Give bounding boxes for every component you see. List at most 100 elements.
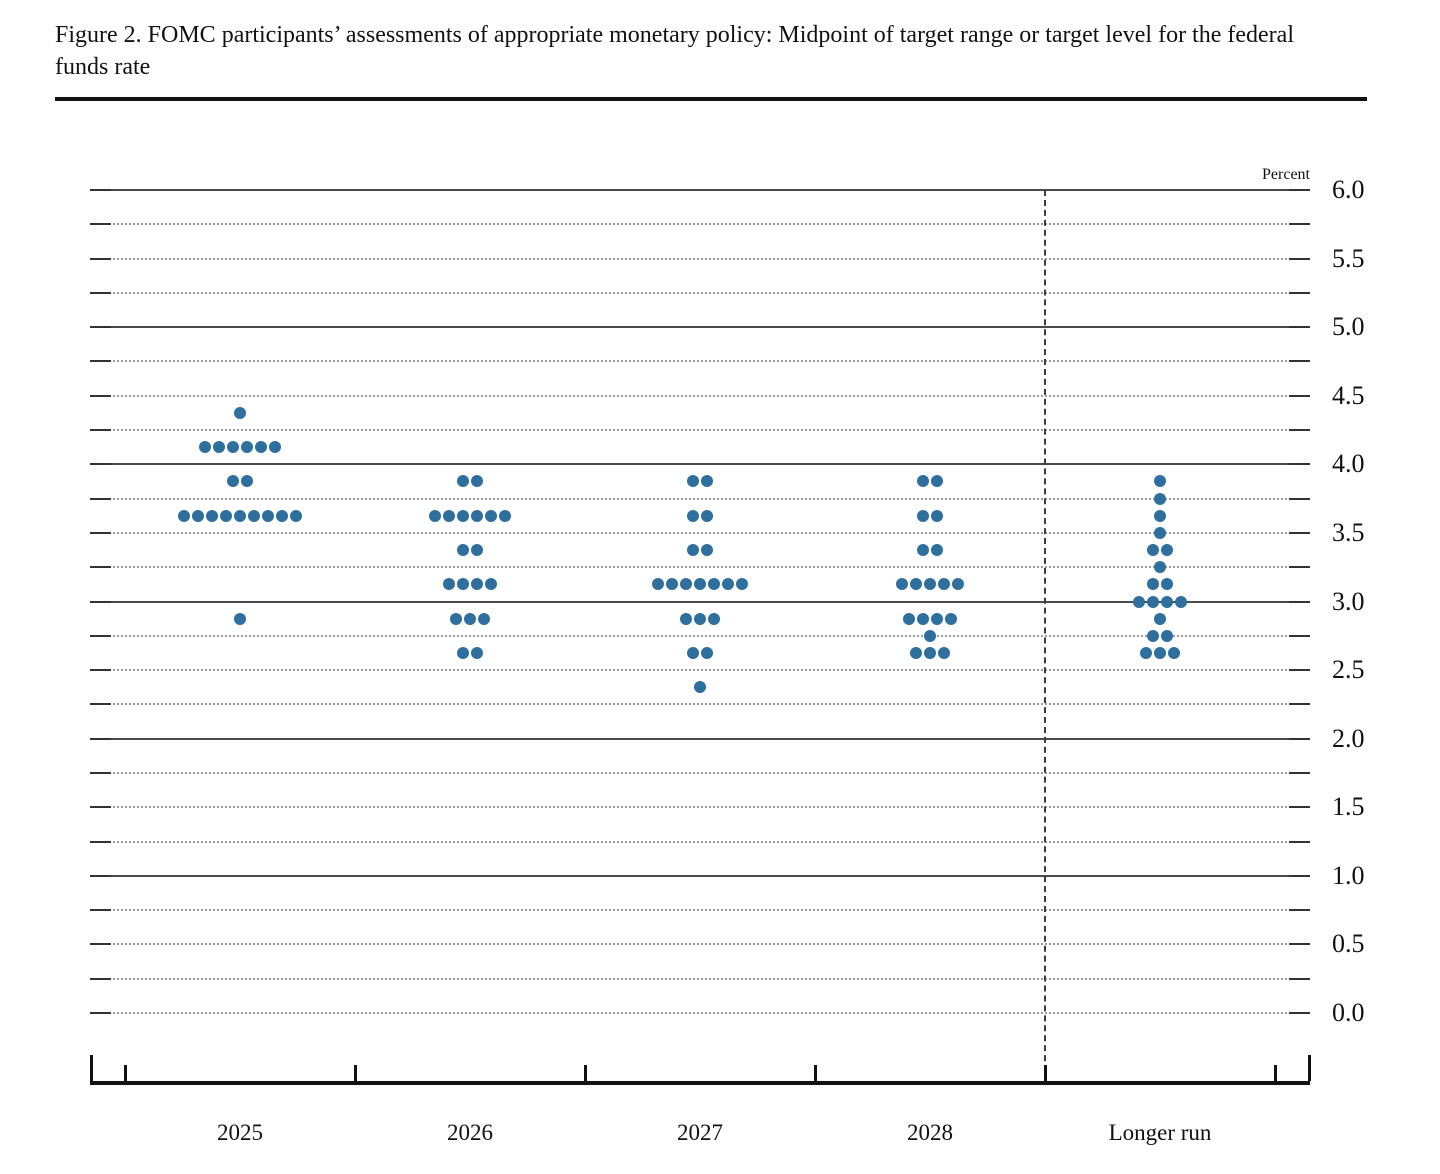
dot bbox=[924, 646, 936, 659]
dot bbox=[241, 475, 253, 488]
dot bbox=[701, 475, 713, 488]
dot bbox=[910, 578, 922, 591]
y-axis-tick-left bbox=[90, 531, 111, 534]
gridline bbox=[90, 531, 1310, 534]
y-axis-tick-left bbox=[90, 600, 111, 603]
dot bbox=[485, 509, 497, 522]
y-tick-label: 4.0 bbox=[1332, 449, 1365, 479]
y-axis-tick-right bbox=[1289, 737, 1310, 740]
y-axis-tick-right bbox=[1289, 977, 1310, 980]
dot bbox=[1175, 595, 1187, 608]
dot bbox=[708, 612, 720, 625]
dot bbox=[199, 441, 211, 454]
y-axis-tick-right bbox=[1289, 840, 1310, 843]
dot bbox=[464, 612, 476, 625]
y-axis-tick-right bbox=[1289, 600, 1310, 603]
dot bbox=[680, 578, 692, 591]
dot bbox=[220, 509, 232, 522]
dot bbox=[234, 509, 246, 522]
y-axis-tick-right bbox=[1289, 189, 1310, 191]
dot bbox=[917, 544, 929, 557]
x-axis-label-2028: 2028 bbox=[907, 1120, 953, 1145]
dot bbox=[457, 646, 469, 659]
dot bbox=[701, 646, 713, 659]
y-axis-tick-left bbox=[90, 566, 111, 569]
dot bbox=[471, 509, 483, 522]
y-axis-tick-right bbox=[1289, 497, 1310, 500]
x-axis-tick bbox=[584, 1065, 587, 1081]
y-axis-tick-left bbox=[90, 360, 111, 363]
dot bbox=[666, 578, 678, 591]
gridline bbox=[90, 429, 1310, 432]
y-axis-tick-right bbox=[1289, 771, 1310, 774]
dot bbox=[290, 509, 302, 522]
x-axis-label-2026: 2026 bbox=[447, 1120, 493, 1145]
dot bbox=[1161, 595, 1173, 608]
y-axis-tick-right bbox=[1289, 531, 1310, 534]
y-tick-label: 4.5 bbox=[1332, 380, 1365, 410]
dot bbox=[269, 441, 281, 454]
dot bbox=[457, 509, 469, 522]
dot bbox=[471, 578, 483, 591]
dot bbox=[178, 509, 190, 522]
dot bbox=[443, 509, 455, 522]
dot bbox=[917, 612, 929, 625]
dot bbox=[1147, 629, 1159, 642]
dot bbox=[499, 509, 511, 522]
x-axis-tick bbox=[814, 1065, 817, 1081]
dot bbox=[694, 612, 706, 625]
y-tick-label: 2.5 bbox=[1332, 655, 1365, 685]
x-axis-label-longer-run: Longer run bbox=[1108, 1120, 1212, 1145]
dot bbox=[471, 475, 483, 488]
dot bbox=[931, 544, 943, 557]
gridline bbox=[90, 634, 1310, 637]
gridline bbox=[90, 326, 1310, 329]
y-axis-tick-left bbox=[90, 634, 111, 637]
y-tick-label: 2.0 bbox=[1332, 723, 1365, 753]
dot bbox=[457, 578, 469, 591]
dot bbox=[687, 544, 699, 557]
dot bbox=[450, 612, 462, 625]
dot bbox=[903, 612, 915, 625]
y-tick-label: 5.5 bbox=[1332, 243, 1365, 273]
dot bbox=[687, 646, 699, 659]
y-axis-tick-right bbox=[1289, 257, 1310, 260]
dot bbox=[192, 509, 204, 522]
dot bbox=[1154, 646, 1166, 659]
dot bbox=[938, 646, 950, 659]
dot bbox=[1154, 509, 1166, 522]
dot bbox=[931, 612, 943, 625]
dot bbox=[1154, 561, 1166, 574]
y-tick-label: 0.0 bbox=[1332, 998, 1365, 1027]
x-axis-tick bbox=[1044, 1065, 1047, 1081]
dot bbox=[701, 509, 713, 522]
dot bbox=[924, 578, 936, 591]
dot bbox=[478, 612, 490, 625]
gridline bbox=[90, 909, 1310, 912]
dot bbox=[687, 475, 699, 488]
y-tick-label: 5.0 bbox=[1332, 312, 1365, 342]
gridline bbox=[90, 566, 1310, 569]
y-axis-unit-label: Percent bbox=[1262, 166, 1310, 183]
gridline bbox=[90, 360, 1310, 363]
y-axis-tick-right bbox=[1289, 909, 1310, 912]
y-tick-label: 1.0 bbox=[1332, 860, 1365, 890]
gridline bbox=[90, 977, 1310, 980]
x-axis-tick bbox=[1274, 1065, 1277, 1081]
gridline bbox=[90, 703, 1310, 706]
y-axis-tick-right bbox=[1289, 429, 1310, 432]
gridline bbox=[90, 771, 1310, 774]
dot bbox=[213, 441, 225, 454]
dot bbox=[931, 509, 943, 522]
dot bbox=[255, 441, 267, 454]
y-axis-tick-right bbox=[1289, 360, 1310, 363]
y-axis-tick-left bbox=[90, 257, 111, 260]
y-axis-tick-right bbox=[1289, 326, 1310, 329]
y-axis-tick-right bbox=[1289, 291, 1310, 294]
y-axis-tick-left bbox=[90, 909, 111, 912]
gridline bbox=[90, 223, 1310, 226]
dot bbox=[917, 509, 929, 522]
y-axis-tick-right bbox=[1289, 1012, 1310, 1014]
title-rule bbox=[55, 97, 1367, 101]
